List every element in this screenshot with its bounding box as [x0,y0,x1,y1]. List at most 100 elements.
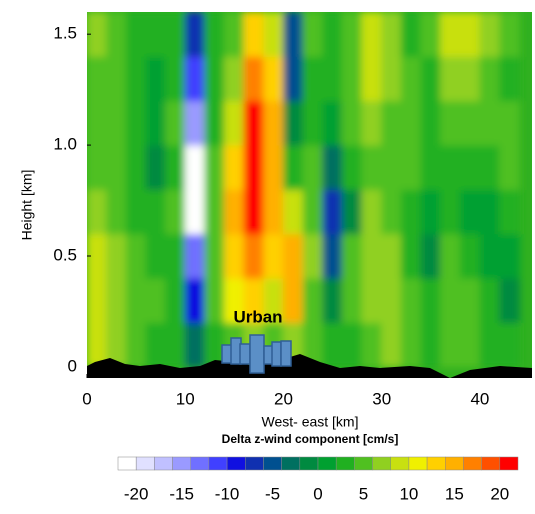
contour-cell [322,233,343,279]
colorbar-tick-label: 0 [313,484,322,503]
contour-cell [106,144,127,190]
contour-cell [282,144,304,190]
colorbar-swatch [190,456,210,471]
contour-cell [302,188,324,235]
contour-cell [145,12,167,57]
y-tick-label: 1.0 [53,135,77,154]
contour-cell [361,233,383,279]
colorbar-tick-label: -15 [169,484,194,503]
contour-cell [125,100,147,146]
colorbar-tick-label: 10 [399,484,418,503]
contour-cell [302,12,324,57]
contour-cell [165,55,186,102]
contour-cell [224,55,245,102]
contour-cell [224,188,245,235]
contour-cell [87,188,108,235]
contour-cells [87,12,520,368]
contour-cell [322,100,343,146]
contour-cell [381,322,402,368]
colorbar-swatch [445,456,464,471]
colorbar: -20 -15 -10 -5 0 5 10 15 20 [117,456,519,503]
contour-cell [499,100,520,146]
urban-buildings [221,334,292,374]
building [280,340,292,367]
contour-cell [322,12,343,57]
contour-cell [459,55,481,102]
contour-cell [341,277,363,324]
contour-cell [87,144,108,190]
contour-cell [499,144,520,190]
contour-cell [459,144,481,190]
contour-cell [400,188,422,235]
contour-cell [322,322,343,368]
colorbar-tick-label: 5 [359,484,368,503]
contour-cell [125,12,147,57]
contour-cell [499,12,520,57]
contour-cell [184,55,206,102]
contour-cell [204,322,226,368]
contour-cell [165,144,186,190]
y-axis-label: Height [km] [19,170,35,241]
contour-cell [302,233,324,279]
contour-cell [400,55,422,102]
contour-cell [243,277,265,324]
contour-cell [87,55,108,102]
contour-cell [184,233,206,279]
contour-cell [87,277,108,324]
contour-cell [322,277,343,324]
colorbar-tick-label: -5 [265,484,280,503]
contour-cell [243,100,265,146]
contour-cell [361,277,383,324]
contour-cell [361,12,383,57]
colorbar-swatch [263,456,282,471]
building [239,343,251,365]
contour-cell [479,322,501,368]
colorbar-swatch [481,456,501,471]
y-tick-label: 0 [68,356,77,375]
contour-cell [440,144,461,190]
contour-cell [440,277,461,324]
contour-cell [282,277,304,324]
colorbar-swatch [335,456,355,471]
contour-cell [479,277,501,324]
colorbar-swatch [172,456,191,471]
contour-cell [341,100,363,146]
contour-cell [87,12,108,57]
contour-cell [145,233,167,279]
contour-cell [87,322,108,368]
contour-cell [400,322,422,368]
contour-cell [440,188,461,235]
contour-cell [400,233,422,279]
colorbar-swatch [317,456,337,471]
contour-cell [204,188,226,235]
contour-cell [499,233,520,279]
contour-cell [106,322,127,368]
colorbar-tick-label: -10 [215,484,240,503]
contour-cell [224,277,245,324]
contour-cell [224,233,245,279]
colorbar-swatch [499,456,519,471]
contour-cell [204,12,226,57]
colorbar-swatch [390,456,410,471]
contour-cell [106,12,127,57]
contour-cell [184,144,206,190]
colorbar-title: Delta z-wind component [cm/s] [222,432,399,446]
contour-cell [125,55,147,102]
contour-cell [420,55,442,102]
contour-cell [341,55,363,102]
colorbar-tick-label: 20 [490,484,509,503]
contour-cell [420,12,442,57]
contour-cell [381,100,402,146]
contour-cell [400,277,422,324]
contour-cell [322,188,343,235]
contour-cell [420,100,442,146]
contour-cell [165,277,186,324]
colorbar-swatch [408,456,428,471]
contour-cell [184,12,206,57]
contour-cell [204,233,226,279]
contour-cell [145,322,167,368]
contour-cell [282,188,304,235]
contour-cell [420,322,442,368]
contour-cell [125,144,147,190]
contour-cell [341,12,363,57]
